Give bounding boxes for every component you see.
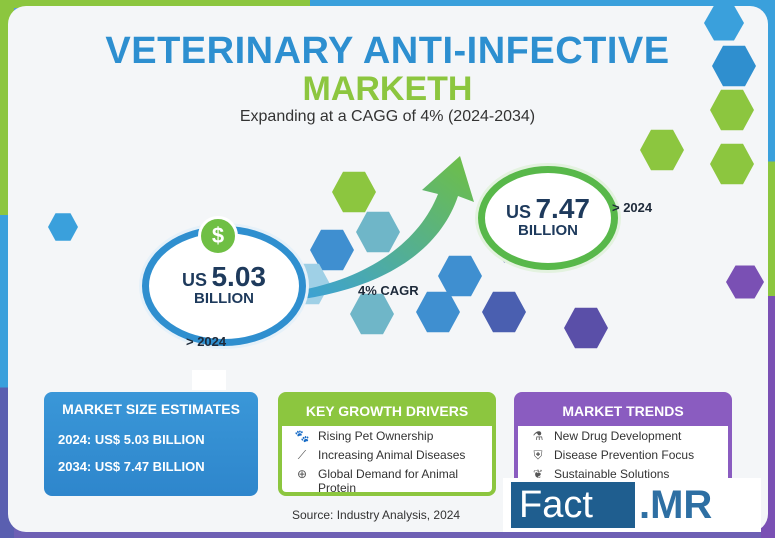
paw-icon: 🐾 (294, 429, 310, 443)
syringe-icon: ⟋ (297, 448, 307, 462)
top-accent-band (0, 0, 775, 8)
hexagon-decoration (704, 5, 744, 41)
market-size-line: 2024: US$ 5.03 BILLION (58, 432, 205, 447)
trend-item: ⛨ Disease Prevention Focus (518, 445, 728, 464)
end-unit: BILLION (518, 222, 578, 240)
hexagon-decoration (310, 229, 354, 271)
trend-label: Sustainable Solutions (554, 467, 670, 481)
cagr-label: 4% CAGR (358, 283, 419, 298)
hexagon-decoration (332, 171, 376, 213)
hexagon-decoration (48, 213, 78, 241)
globe-icon: ⊕ (296, 467, 308, 481)
logo-mr-text: .MR (639, 483, 713, 527)
shield-icon: ⛨ (533, 448, 543, 462)
logo-fact-text: Fact (511, 482, 635, 528)
driver-label: Increasing Animal Diseases (318, 448, 466, 462)
market-size-box: MARKET SIZE ESTIMATES 2024: US$ 5.03 BIL… (44, 392, 258, 496)
market-size-line: 2034: US$ 7.47 BILLION (58, 459, 205, 474)
start-amount: 5.03 (211, 261, 266, 292)
hexagon-decoration (356, 211, 400, 253)
leaf-icon: ❦ (532, 467, 544, 481)
trend-label: New Drug Development (554, 429, 682, 443)
factmr-logo: Fact .MR (503, 478, 761, 532)
source-note: Source: Industry Analysis, 2024 (292, 508, 461, 522)
start-year: > 2024 (186, 334, 227, 349)
end-value-circle (478, 166, 618, 270)
driver-item: 🐾 Rising Pet Ownership (282, 426, 492, 445)
trend-item: ⚗ New Drug Development (518, 426, 728, 445)
market-trends-heading: MARKET TRENDS (518, 396, 728, 426)
start-value: US 5.03 BILLION (150, 262, 298, 307)
hexagon-decoration (350, 293, 394, 335)
end-year: > 2024 (612, 200, 653, 215)
title-line-2: MARKETH (302, 70, 473, 108)
end-value: US 7.47 BILLION (486, 194, 610, 239)
title-line-1: VETERINARY ANTI-INFECTIVE (105, 30, 670, 72)
trend-label: Disease Prevention Focus (554, 448, 695, 462)
hexagon-decoration (438, 255, 482, 297)
growth-drivers-heading: KEY GROWTH DRIVERS (282, 396, 492, 426)
driver-item: ⟋ Increasing Animal Diseases (282, 445, 492, 464)
driver-item: ⊕ Global Demand for Animal Protein (282, 464, 492, 497)
dollar-coin-icon: $ (198, 216, 238, 256)
market-size-heading: MARKET SIZE ESTIMATES (62, 401, 240, 417)
subtitle: Expanding at a CAGG of 4% (2024-2034) (239, 108, 536, 125)
driver-label: Global Demand for Animal Protein (318, 467, 459, 495)
growth-drivers-box: KEY GROWTH DRIVERS 🐾 Rising Pet Ownershi… (278, 392, 496, 496)
end-amount: 7.47 (535, 193, 590, 224)
trend-item: ❦ Sustainable Solutions (518, 464, 728, 483)
hexagon-decoration (416, 291, 460, 333)
flask-icon: ⚗ (532, 429, 544, 443)
blank-chip (192, 370, 226, 390)
start-currency: US (182, 270, 208, 290)
start-unit: BILLION (194, 290, 254, 308)
end-currency: US (506, 202, 532, 222)
driver-label: Rising Pet Ownership (318, 429, 434, 443)
growth-arrow (290, 156, 474, 300)
